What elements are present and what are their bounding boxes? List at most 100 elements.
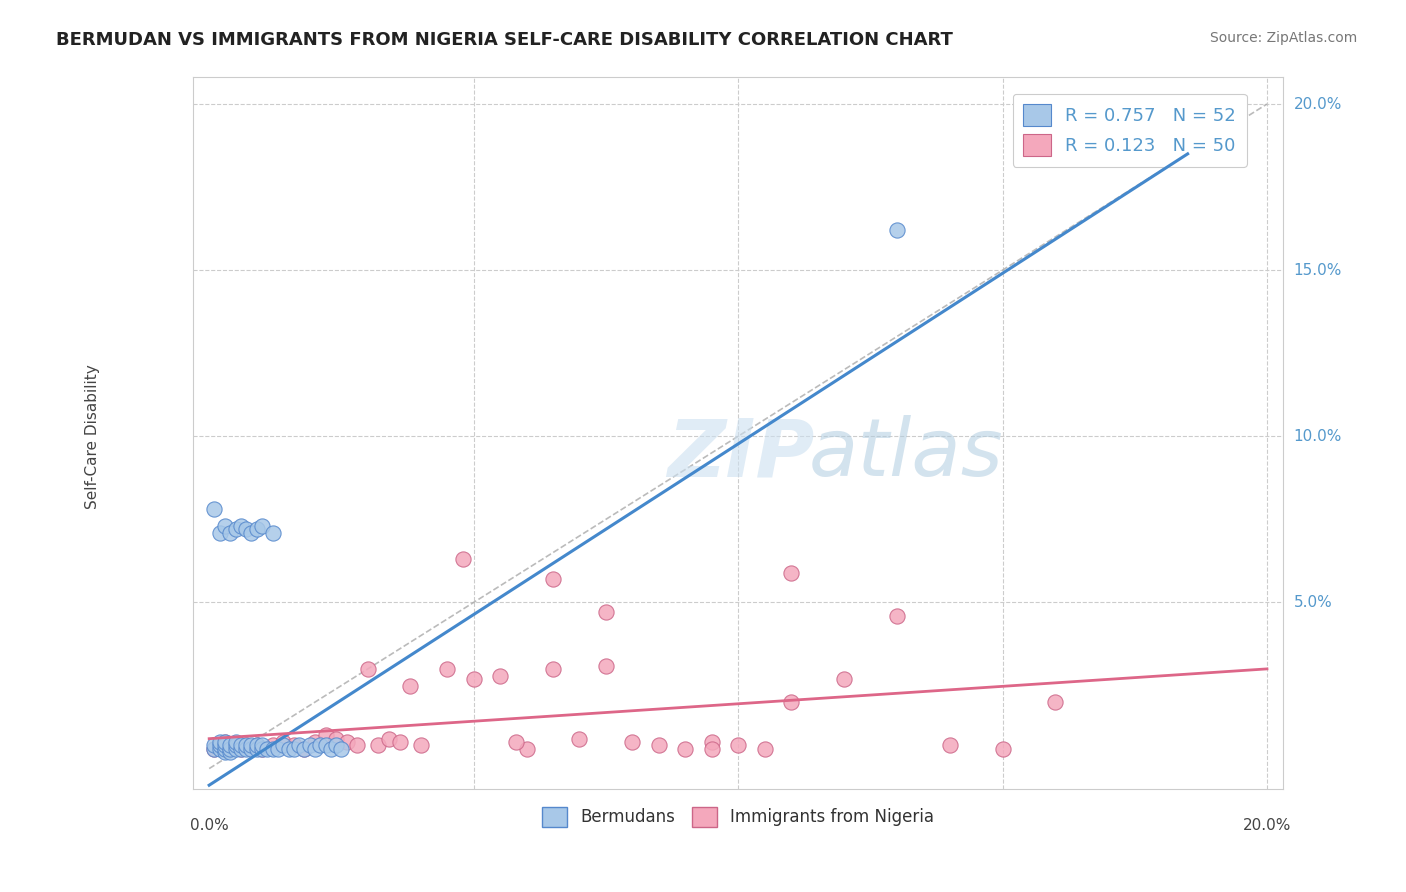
Point bbox=[250, 741, 273, 756]
Point bbox=[346, 739, 368, 753]
Point bbox=[214, 735, 236, 749]
Point bbox=[229, 741, 252, 756]
Point bbox=[256, 741, 278, 756]
Point bbox=[700, 741, 723, 756]
Text: 20.0%: 20.0% bbox=[1294, 96, 1341, 112]
Point bbox=[780, 695, 803, 709]
Point bbox=[505, 735, 527, 749]
Point bbox=[938, 739, 960, 753]
Point bbox=[700, 735, 723, 749]
Legend: Bermudans, Immigrants from Nigeria: Bermudans, Immigrants from Nigeria bbox=[536, 800, 941, 833]
Point bbox=[225, 522, 247, 536]
Point bbox=[235, 522, 257, 536]
Point bbox=[208, 739, 231, 753]
Point bbox=[991, 741, 1014, 756]
Point bbox=[568, 731, 591, 746]
Point bbox=[727, 739, 749, 753]
Point bbox=[541, 662, 564, 676]
Point bbox=[886, 223, 908, 237]
Point bbox=[219, 525, 242, 540]
Point bbox=[219, 739, 242, 753]
Point bbox=[204, 741, 226, 756]
Point bbox=[409, 739, 432, 753]
Point bbox=[250, 519, 273, 533]
Point bbox=[246, 739, 269, 753]
Point bbox=[229, 741, 252, 756]
Point bbox=[1045, 695, 1067, 709]
Point bbox=[225, 739, 247, 753]
Point bbox=[489, 668, 512, 682]
Point bbox=[262, 741, 284, 756]
Point bbox=[214, 745, 236, 759]
Point bbox=[292, 741, 315, 756]
Point bbox=[832, 672, 855, 686]
Point bbox=[595, 606, 617, 620]
Point bbox=[283, 739, 305, 753]
Point bbox=[292, 741, 315, 756]
Point bbox=[399, 679, 422, 693]
Point bbox=[262, 525, 284, 540]
Text: Self-Care Disability: Self-Care Disability bbox=[86, 364, 100, 508]
Point bbox=[436, 662, 458, 676]
Point bbox=[451, 552, 474, 566]
Point bbox=[208, 735, 231, 749]
Point bbox=[214, 741, 236, 756]
Point bbox=[325, 739, 347, 753]
Point bbox=[229, 739, 252, 753]
Point bbox=[277, 741, 299, 756]
Point bbox=[262, 739, 284, 753]
Point bbox=[204, 741, 226, 756]
Point bbox=[240, 741, 263, 756]
Point bbox=[515, 741, 537, 756]
Point bbox=[229, 519, 252, 533]
Point bbox=[388, 735, 411, 749]
Point bbox=[219, 741, 242, 756]
Point bbox=[309, 739, 332, 753]
Point bbox=[304, 735, 326, 749]
Point bbox=[780, 566, 803, 580]
Text: BERMUDAN VS IMMIGRANTS FROM NIGERIA SELF-CARE DISABILITY CORRELATION CHART: BERMUDAN VS IMMIGRANTS FROM NIGERIA SELF… bbox=[56, 31, 953, 49]
Point bbox=[219, 741, 242, 756]
Point bbox=[250, 741, 273, 756]
Point bbox=[304, 741, 326, 756]
Point bbox=[267, 741, 290, 756]
Point bbox=[298, 739, 321, 753]
Point bbox=[378, 731, 401, 746]
Point bbox=[240, 739, 263, 753]
Text: 5.0%: 5.0% bbox=[1294, 595, 1331, 610]
Point bbox=[288, 739, 311, 753]
Point bbox=[225, 741, 247, 756]
Point bbox=[367, 739, 389, 753]
Point bbox=[754, 741, 776, 756]
Point bbox=[204, 502, 226, 516]
Point bbox=[886, 608, 908, 623]
Point bbox=[319, 741, 342, 756]
Point bbox=[315, 739, 337, 753]
Point bbox=[463, 672, 485, 686]
Point bbox=[240, 525, 263, 540]
Point bbox=[214, 519, 236, 533]
Point bbox=[330, 741, 353, 756]
Point bbox=[208, 739, 231, 753]
Point bbox=[315, 728, 337, 742]
Text: atlas: atlas bbox=[808, 416, 1004, 493]
Point bbox=[208, 741, 231, 756]
Point bbox=[621, 735, 644, 749]
Point bbox=[595, 658, 617, 673]
Point bbox=[240, 741, 263, 756]
Point bbox=[235, 739, 257, 753]
Text: 10.0%: 10.0% bbox=[1294, 429, 1341, 444]
Point bbox=[214, 739, 236, 753]
Point bbox=[250, 739, 273, 753]
Point bbox=[214, 735, 236, 749]
Text: Source: ZipAtlas.com: Source: ZipAtlas.com bbox=[1209, 31, 1357, 45]
Point bbox=[246, 739, 269, 753]
Point bbox=[246, 741, 269, 756]
Point bbox=[336, 735, 359, 749]
Point bbox=[204, 739, 226, 753]
Point bbox=[225, 735, 247, 749]
Point bbox=[271, 735, 294, 749]
Point bbox=[283, 741, 305, 756]
Point bbox=[541, 572, 564, 586]
Point bbox=[325, 731, 347, 746]
